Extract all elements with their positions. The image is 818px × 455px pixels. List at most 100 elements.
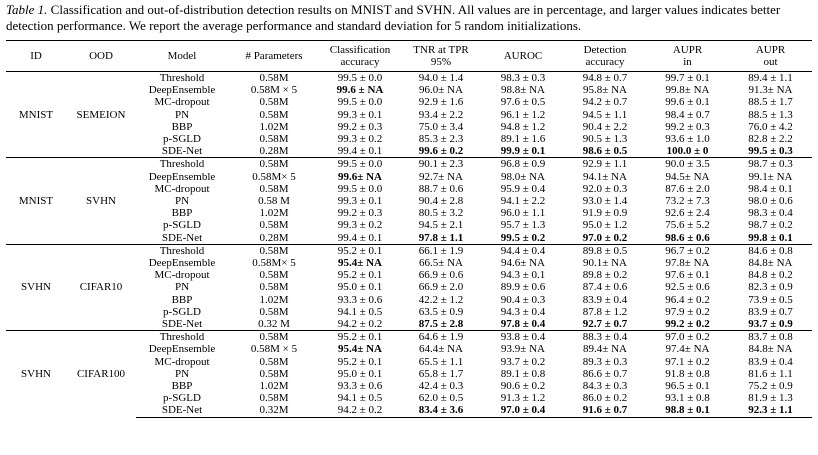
table-row: MC-dropout 0.58M 95.2 ± 0.1 66.9 ± 0.6 94.3 … bbox=[6, 269, 812, 281]
table-row: BBP 1.02M 93.3 ± 0.6 42.2 ± 1.2 90.4 ± 0.3 83… bbox=[6, 294, 812, 306]
table-row: SVHN CIFAR100 Threshold 0.58M 95.2 ± 0.1 64.6… bbox=[6, 330, 812, 418]
table-row: p-SGLD 0.58M 94.1 ± 0.5 62.0 ± 0.5 91.3 ± 1.… bbox=[6, 392, 812, 404]
cell-det: 92.0 ± 0.3 bbox=[582, 182, 628, 195]
cell-params: 0.58M bbox=[259, 269, 289, 282]
cell-params: 0.58M bbox=[259, 281, 289, 294]
cell-aupr-in: 99.2 ± 0.2 bbox=[665, 318, 710, 331]
cell-aupr-out: 98.3 ± 0.4 bbox=[748, 207, 793, 220]
cell-aupr-in: 92.5 ± 0.6 bbox=[665, 281, 710, 294]
cell-aupr-in: 96.7 ± 0.2 bbox=[646, 243, 729, 258]
cell-model: PN bbox=[174, 367, 190, 380]
table-row: SDE-Net 0.28M 99.4 ± 0.1 99.6 ± 0.2 99.9 ± 0… bbox=[6, 145, 812, 158]
table-row: MC-dropout 0.58M 95.2 ± 0.1 65.5 ± 1.1 93.7 … bbox=[6, 356, 812, 368]
ood-dataset-cell: SEMEION bbox=[76, 108, 126, 121]
cell-aupr-out: 83.7 ± 0.8 bbox=[729, 330, 812, 344]
cell-tnr: 92.7± NA bbox=[419, 170, 463, 183]
cell-cls: 95.2 ± 0.1 bbox=[337, 355, 383, 368]
cell-det: 89.4± NA bbox=[583, 343, 627, 356]
cell-params: 0.28M bbox=[259, 231, 289, 244]
header-tnr: TNR at TPR 95% bbox=[400, 41, 482, 72]
cell-params: 0.58M bbox=[228, 157, 320, 171]
cell-tnr: 97.8 ± 1.1 bbox=[418, 231, 464, 244]
cell-auroc: 98.8± NA bbox=[501, 84, 545, 97]
cell-tnr: 66.1 ± 1.9 bbox=[400, 243, 482, 258]
cell-auroc: 94.4 ± 0.4 bbox=[482, 243, 564, 258]
cell-det: 94.8 ± 0.7 bbox=[582, 72, 628, 84]
cell-tnr: 63.5 ± 0.9 bbox=[418, 305, 464, 318]
cell-params: 0.58M× 5 bbox=[252, 170, 296, 183]
cell-auroc: 96.0 ± 1.1 bbox=[500, 207, 546, 220]
cell-aupr-in: 98.6 ± 0.6 bbox=[665, 231, 710, 244]
cell-cls: 99.5 ± 0.0 bbox=[337, 182, 383, 195]
cell-auroc: 89.9 ± 0.6 bbox=[500, 281, 546, 294]
id-dataset-cell: SVHN bbox=[6, 243, 66, 331]
cell-aupr-out: 76.0 ± 4.2 bbox=[748, 120, 793, 133]
cell-auroc: 97.8 ± 0.4 bbox=[500, 318, 546, 331]
cell-auroc: 99.9 ± 0.1 bbox=[500, 145, 546, 158]
cell-tnr: 65.8 ± 1.7 bbox=[418, 367, 464, 380]
cell-params: 0.58M bbox=[259, 133, 289, 146]
header-detection-accuracy: Detection accuracy bbox=[564, 41, 646, 72]
cell-cls: 99.6± NA bbox=[338, 170, 382, 183]
cell-det: 90.1± NA bbox=[583, 257, 627, 270]
cell-params: 0.58M× 5 bbox=[252, 257, 296, 270]
cell-auroc: 94.8 ± 1.2 bbox=[500, 120, 546, 133]
cell-aupr-in: 75.6 ± 5.2 bbox=[665, 219, 710, 232]
cell-aupr-out: 75.2 ± 0.9 bbox=[748, 380, 793, 393]
header-classification-accuracy-text: Classification accuracy bbox=[329, 44, 391, 68]
cell-aupr-out: 98.0 ± 0.6 bbox=[748, 195, 793, 208]
cell-aupr-out: 83.9 ± 0.4 bbox=[748, 355, 793, 368]
cell-tnr: 66.9 ± 2.0 bbox=[418, 281, 464, 294]
cell-aupr-out: 98.7 ± 0.3 bbox=[729, 157, 812, 171]
cell-aupr-in: 99.6 ± 0.1 bbox=[665, 96, 710, 109]
cell-auroc: 96.1 ± 1.2 bbox=[500, 108, 546, 121]
table-row: PN 0.58M 95.0 ± 0.1 65.8 ± 1.7 89.1 ± 0.8 86.… bbox=[6, 368, 812, 380]
cell-auroc: 89.1 ± 1.6 bbox=[500, 133, 546, 146]
cell-tnr: 42.4 ± 0.3 bbox=[418, 380, 464, 393]
cell-aupr-in: 90.0 ± 3.5 bbox=[646, 157, 729, 171]
cell-model: SDE-Net bbox=[161, 318, 203, 331]
cell-tnr: 87.5 ± 2.8 bbox=[418, 318, 464, 331]
cell-tnr: 62.0 ± 0.5 bbox=[418, 392, 464, 405]
table-row: DeepEnsemble 0.58M× 5 99.6± NA 92.7± NA 98.0… bbox=[6, 171, 812, 183]
table-row: MNIST SEMEION Threshold 0.58M 99.5 ± 0.0 94.0… bbox=[6, 72, 812, 121]
cell-aupr-in: 93.1 ± 0.8 bbox=[665, 392, 710, 405]
cell-aupr-in: 87.6 ± 2.0 bbox=[665, 182, 710, 195]
table-row: MC-dropout 0.58M 99.5 ± 0.0 88.7 ± 0.6 95.9 … bbox=[6, 183, 812, 195]
cell-params: 0.58M bbox=[259, 96, 289, 109]
cell-params: 0.58M × 5 bbox=[250, 84, 298, 97]
cell-params: 0.58M × 5 bbox=[250, 343, 298, 356]
cell-aupr-out: 84.8± NA bbox=[748, 257, 793, 270]
table-row: PN 0.58M 99.3 ± 0.1 93.4 ± 2.2 96.1 ± 1.2 94.… bbox=[6, 109, 812, 121]
cell-model: BBP bbox=[171, 207, 193, 220]
table-row: MC-dropout 0.58M 99.5 ± 0.0 92.9 ± 1.6 97.6 … bbox=[6, 96, 812, 108]
cell-params: 1.02M bbox=[259, 293, 289, 306]
cell-tnr: 42.2 ± 1.2 bbox=[418, 293, 464, 306]
table-row: SVHN CIFAR10 Threshold 0.58M 95.2 ± 0.1 66.1 … bbox=[6, 243, 812, 331]
cell-tnr: 66.9 ± 0.6 bbox=[418, 269, 464, 282]
cell-aupr-out: 81.6 ± 1.1 bbox=[748, 367, 793, 380]
cell-det: 94.2 ± 0.7 bbox=[582, 96, 628, 109]
cell-params: 0.58M bbox=[259, 219, 289, 232]
cell-aupr-out: 73.9 ± 0.5 bbox=[748, 293, 793, 306]
cell-det: 91.9 ± 0.9 bbox=[582, 207, 628, 220]
cell-aupr-in: 92.6 ± 2.4 bbox=[665, 207, 710, 220]
header-aupr-in-text: AUPR in bbox=[672, 44, 703, 68]
cell-aupr-out: 99.8 ± 0.1 bbox=[748, 231, 793, 244]
cell-cls: 99.3 ± 0.2 bbox=[337, 219, 383, 232]
cell-aupr-out: 99.5 ± 0.3 bbox=[748, 145, 793, 158]
cell-aupr-in: 97.1 ± 0.2 bbox=[665, 355, 710, 368]
cell-auroc: 99.5 ± 0.2 bbox=[500, 231, 546, 244]
cell-det: 89.8 ± 0.2 bbox=[582, 269, 628, 282]
cell-model: MC-dropout bbox=[154, 182, 210, 195]
table-row: DeepEnsemble 0.58M × 5 95.4± NA 64.4± NA 93.… bbox=[6, 343, 812, 355]
cell-cls: 99.3 ± 0.1 bbox=[337, 195, 383, 208]
cell-auroc: 94.3 ± 0.1 bbox=[500, 269, 546, 282]
cell-auroc: 95.9 ± 0.4 bbox=[500, 182, 546, 195]
header-id: ID bbox=[30, 50, 42, 62]
cell-det: 90.5 ± 1.3 bbox=[582, 133, 628, 146]
header-aupr-in: AUPR in bbox=[646, 41, 729, 72]
header-tnr-text: TNR at TPR 95% bbox=[413, 44, 469, 68]
cell-det: 90.4 ± 2.2 bbox=[582, 120, 628, 133]
cell-det: 86.0 ± 0.2 bbox=[582, 392, 628, 405]
